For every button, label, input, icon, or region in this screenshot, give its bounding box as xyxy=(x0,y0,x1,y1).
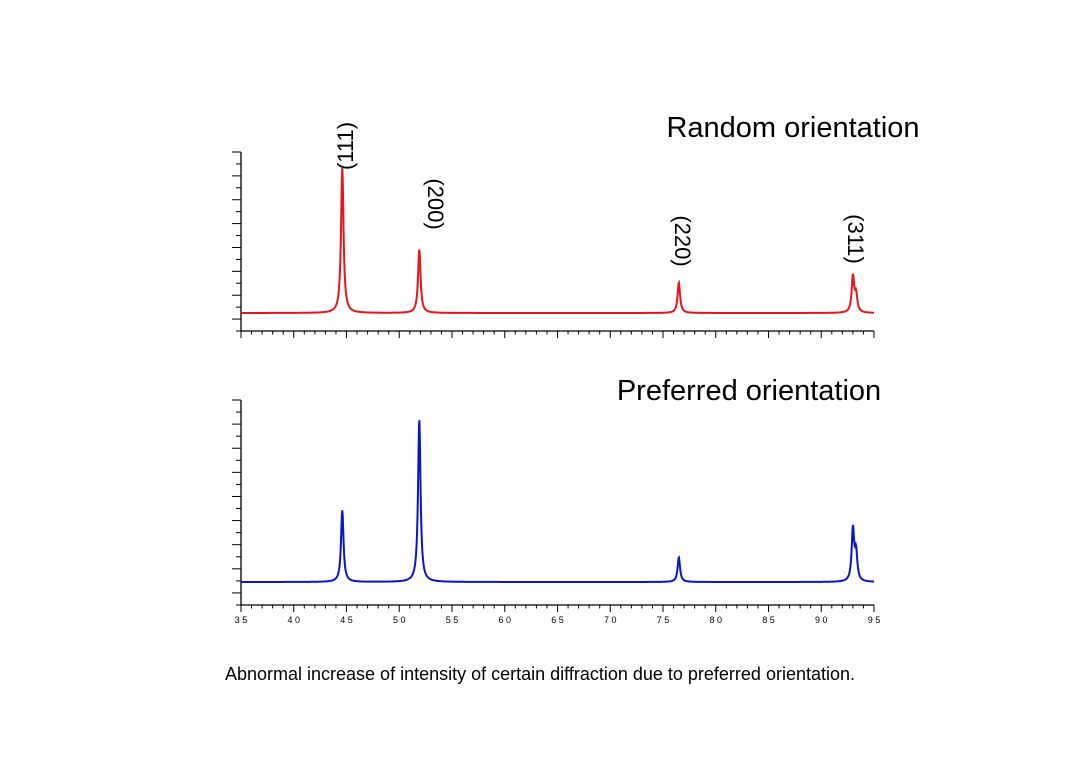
x-tick-label: 8 0 xyxy=(709,615,722,625)
x-tick-label: 6 0 xyxy=(498,615,511,625)
x-tick-labels: 3 5 4 0 4 5 5 0 5 5 6 0 6 5 7 0 7 5 8 0 8 5 9 0 9 5 xyxy=(235,615,881,625)
y-ticks-preferred xyxy=(232,399,241,606)
x-tick-label: 9 0 xyxy=(815,615,828,625)
peak-label-311: (311) xyxy=(843,214,868,264)
peak-label-200: (200) xyxy=(423,178,448,229)
series-line-random xyxy=(241,167,875,314)
peak-label-220: (220) xyxy=(670,215,695,266)
peak-label-111: (111) xyxy=(333,122,358,170)
x-tick-label: 7 0 xyxy=(604,615,617,625)
x-tick-label: 8 5 xyxy=(762,615,775,625)
x-tick-label: 4 0 xyxy=(287,615,300,625)
chart-title-preferred: Preferred orientation xyxy=(617,375,881,407)
chart-random-orientation: Random orientation (111) (200) (220) (31… xyxy=(232,112,920,338)
x-tick-label: 6 5 xyxy=(551,615,564,625)
chart-title-random: Random orientation xyxy=(666,112,919,144)
figure-caption: Abnormal increase of intensity of certai… xyxy=(224,664,856,684)
y-ticks-random xyxy=(232,151,241,332)
chart-preferred-orientation: Preferred orientation 3 5 4 0 4 5 5 0 5 5 6 0… xyxy=(232,375,881,625)
x-tick-label: 3 5 xyxy=(235,615,248,625)
x-tick-label: 9 5 xyxy=(868,615,881,625)
x-ticks-preferred xyxy=(240,605,875,612)
series-line-preferred xyxy=(241,420,875,583)
x-tick-label: 5 5 xyxy=(446,615,459,625)
x-tick-label: 4 5 xyxy=(340,615,353,625)
x-tick-label: 7 5 xyxy=(657,615,670,625)
x-ticks-random xyxy=(240,331,875,338)
x-tick-label: 5 0 xyxy=(393,615,406,625)
